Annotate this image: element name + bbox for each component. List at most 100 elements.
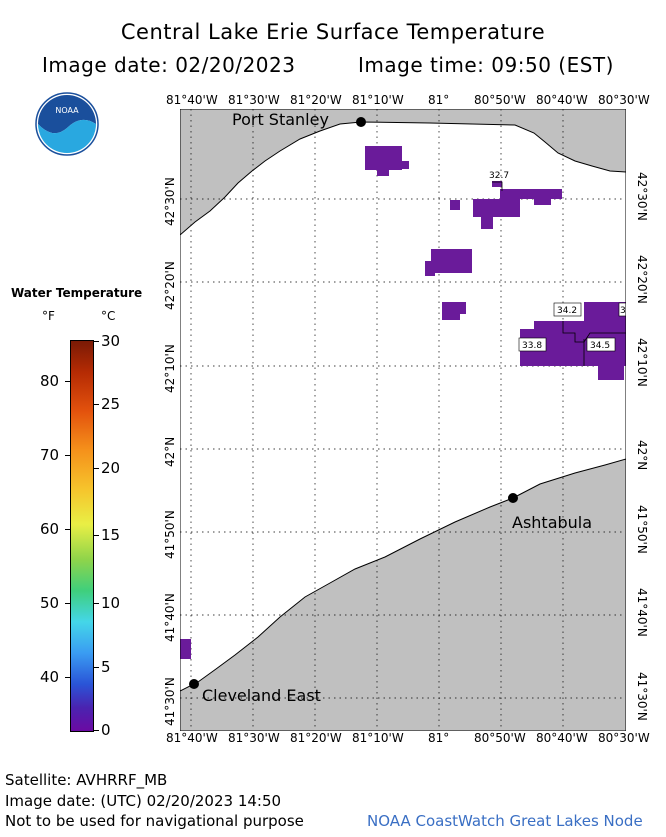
temp-label: 32.7 <box>489 171 509 181</box>
lon-tick-bottom: 80°30'W <box>598 731 650 745</box>
city-marker-ashtabula <box>508 493 518 503</box>
colorbar-tick-c <box>94 667 99 668</box>
colorbar-tick-c <box>94 535 99 536</box>
temperature-colorbar <box>70 340 94 732</box>
south-shore-land <box>180 458 626 731</box>
lon-tick-top: 81°10'W <box>352 93 404 107</box>
footer-credit: NOAA CoastWatch Great Lakes Node <box>367 812 643 830</box>
ice-patch <box>431 249 472 273</box>
legend-label-c: 20 <box>101 459 121 477</box>
legend-label-c: 30 <box>101 332 121 350</box>
legend-label-f: 70 <box>40 446 60 464</box>
lat-tick-left: 42°N <box>163 436 177 467</box>
lat-tick-left: 42°10'N <box>163 344 177 393</box>
ice-patch <box>481 215 493 229</box>
image-date: Image date: 02/20/2023 <box>42 53 296 77</box>
city-marker-cleveland-east <box>189 679 199 689</box>
ice-patch <box>500 189 562 199</box>
lat-tick-left: 41°40'N <box>163 593 177 642</box>
temp-label: 33.8 <box>522 341 542 351</box>
lon-tick-bottom: 81° <box>428 731 450 745</box>
ice-patch <box>377 168 389 176</box>
temperature-labels: 32.7 34.2 33.8 34.5 3 <box>489 171 626 352</box>
legend-label-c: 0 <box>101 721 111 739</box>
lon-tick-bottom: 80°50'W <box>474 731 526 745</box>
lat-tick-right: 42°10'N <box>635 338 649 387</box>
colorbar-tick-c <box>94 341 99 342</box>
temp-label: 34.2 <box>557 306 577 316</box>
legend-label-f: 40 <box>40 668 60 686</box>
lat-tick-left: 42°20'N <box>163 261 177 310</box>
colorbar-tick-c <box>94 603 99 604</box>
legend-unit-fahrenheit: °F <box>42 309 55 323</box>
footer-disclaimer: Not to be used for navigational purpose <box>5 812 304 830</box>
image-time: Image time: 09:50 (EST) <box>358 53 614 77</box>
city-label-ashtabula: Ashtabula <box>512 513 592 532</box>
north-shore-land <box>180 109 626 236</box>
ice-patch <box>180 639 191 659</box>
lon-tick-top: 80°40'W <box>536 93 588 107</box>
legend-title: Water Temperature <box>11 286 143 300</box>
legend-label-c: 15 <box>101 526 121 544</box>
lon-tick-top: 81°40'W <box>166 93 218 107</box>
city-marker-port-stanley <box>356 117 366 127</box>
ice-patch <box>365 146 402 170</box>
legend-label-f: 80 <box>40 372 60 390</box>
colorbar-tick-c <box>94 404 99 405</box>
lon-tick-bottom: 81°20'W <box>290 731 342 745</box>
lat-tick-right: 41°30'N <box>635 672 649 721</box>
page-title: Central Lake Erie Surface Temperature <box>120 20 546 44</box>
noaa-logo-icon: NOAA <box>35 92 99 156</box>
colorbar-tick-f <box>65 529 70 530</box>
lon-tick-bottom: 80°40'W <box>536 731 588 745</box>
footer-utc-date: Image date: (UTC) 02/20/2023 14:50 <box>5 792 282 810</box>
lon-tick-top: 81° <box>428 93 450 107</box>
legend-label-c: 5 <box>101 658 111 676</box>
city-label-port-stanley: Port Stanley <box>232 110 329 129</box>
legend-label-c: 25 <box>101 395 121 413</box>
graticule <box>180 109 626 731</box>
ice-patch <box>450 200 460 210</box>
ice-patch <box>402 161 409 169</box>
colorbar-tick-f <box>65 455 70 456</box>
ice-patch <box>473 199 520 217</box>
colorbar-tick-f <box>65 381 70 382</box>
ice-patch <box>425 261 435 276</box>
lat-tick-left: 41°30'N <box>163 677 177 726</box>
lon-tick-bottom: 81°30'W <box>228 731 280 745</box>
lat-tick-right: 42°30'N <box>635 172 649 221</box>
colorbar-tick-c <box>94 730 99 731</box>
noaa-logo-text: NOAA <box>55 106 79 115</box>
lat-tick-right: 42°20'N <box>635 255 649 304</box>
colorbar-tick-c <box>94 468 99 469</box>
temperature-contours <box>492 181 626 366</box>
lat-tick-right: 41°50'N <box>635 505 649 554</box>
ice-patch <box>534 199 551 205</box>
lat-tick-left: 42°30'N <box>163 177 177 226</box>
lake-erie-map: 32.7 34.2 33.8 34.5 3 Port Stanley Ashta… <box>180 109 626 731</box>
ice-patch <box>598 364 624 380</box>
legend-unit-celsius: °C <box>101 309 116 323</box>
ice-patch <box>492 181 502 187</box>
ice-patch <box>442 302 466 314</box>
lon-tick-top: 81°20'W <box>290 93 342 107</box>
ice-patch <box>584 302 626 324</box>
legend-label-c: 10 <box>101 594 121 612</box>
colorbar-tick-f <box>65 677 70 678</box>
footer-satellite: Satellite: AVHRRF_MB <box>5 771 168 789</box>
city-label-cleveland-east: Cleveland East <box>202 686 321 705</box>
temp-label: 34.5 <box>590 341 610 351</box>
lat-tick-right: 41°40'N <box>635 588 649 637</box>
lat-tick-left: 41°50'N <box>163 510 177 559</box>
lat-tick-right: 42°N <box>635 440 649 471</box>
lon-tick-top: 80°30'W <box>598 93 650 107</box>
lon-tick-top: 80°50'W <box>474 93 526 107</box>
lon-tick-bottom: 81°10'W <box>352 731 404 745</box>
temp-label: 3 <box>620 306 626 316</box>
legend-label-f: 60 <box>40 520 60 538</box>
lon-tick-bottom: 81°40'W <box>166 731 218 745</box>
colorbar-tick-f <box>65 603 70 604</box>
cities: Port Stanley Ashtabula Cleveland East <box>189 110 592 705</box>
ice-patch <box>442 314 460 320</box>
lon-tick-top: 81°30'W <box>228 93 280 107</box>
